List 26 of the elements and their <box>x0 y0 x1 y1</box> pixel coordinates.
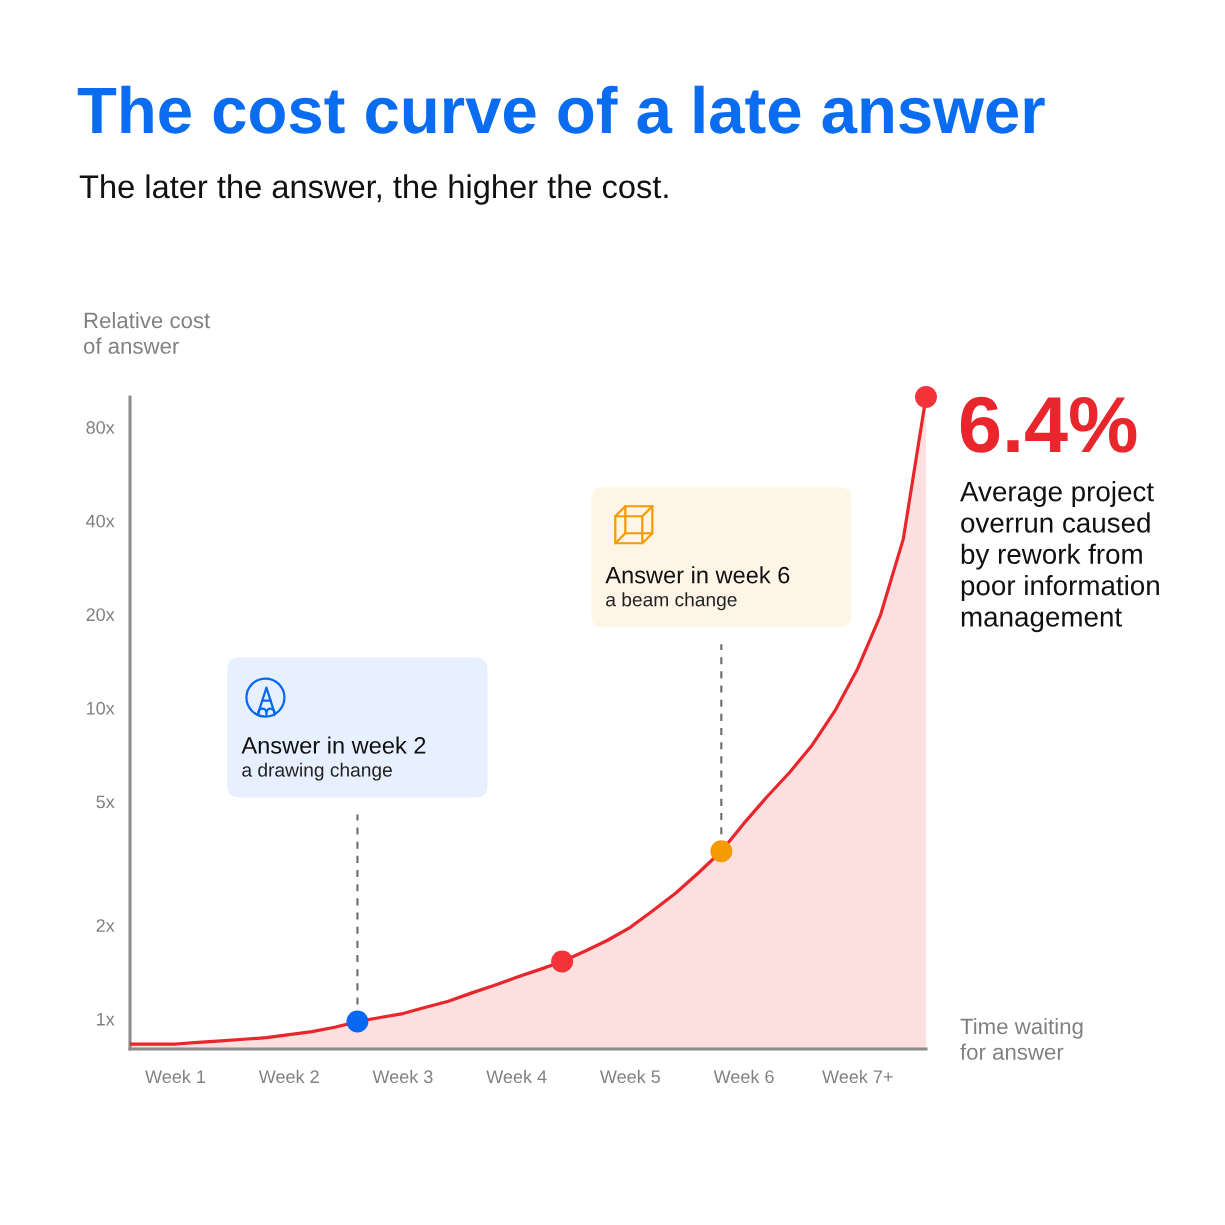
x-tick-label: Week 6 <box>713 1069 774 1084</box>
x-tick-label: Week 2 <box>258 1069 319 1084</box>
y-tick-label: 5x <box>96 795 115 809</box>
y-tick-label: 1x <box>97 1012 115 1026</box>
y-tick-label: 20x <box>86 608 115 622</box>
point <box>915 386 937 408</box>
point <box>346 1010 369 1033</box>
point <box>710 840 733 863</box>
y-tick-label: 2x <box>96 919 115 932</box>
x-tick-label: Week 5 <box>599 1069 661 1084</box>
x-tick-label: Week 7+ <box>822 1069 893 1084</box>
point <box>551 950 574 973</box>
chart-subtitle: The later the answer, the higher the cost. <box>79 174 668 205</box>
y-tick-label: 40x <box>86 514 115 528</box>
annotation: Answer in week 2 a drawing change <box>241 736 426 781</box>
x-tick-label: Week 3 <box>372 1069 433 1084</box>
y-tick-label: 80x <box>86 421 115 434</box>
annotation: Answer in week 6 a beam change <box>605 566 790 611</box>
chart-title: The cost curve of a late answer <box>77 85 1045 134</box>
x-axis-title: Time waiting for answer <box>960 1018 1083 1060</box>
text: Average project overrun caused by rework from poor information management <box>960 481 1159 633</box>
x-tick-label: Week 1 <box>145 1069 206 1084</box>
text: 6.4% <box>960 396 1137 453</box>
y-axis-title: Relative cost of answer <box>83 312 211 354</box>
x-tick-label: Week 4 <box>486 1069 547 1084</box>
y-tick-label: 10x <box>86 701 115 715</box>
